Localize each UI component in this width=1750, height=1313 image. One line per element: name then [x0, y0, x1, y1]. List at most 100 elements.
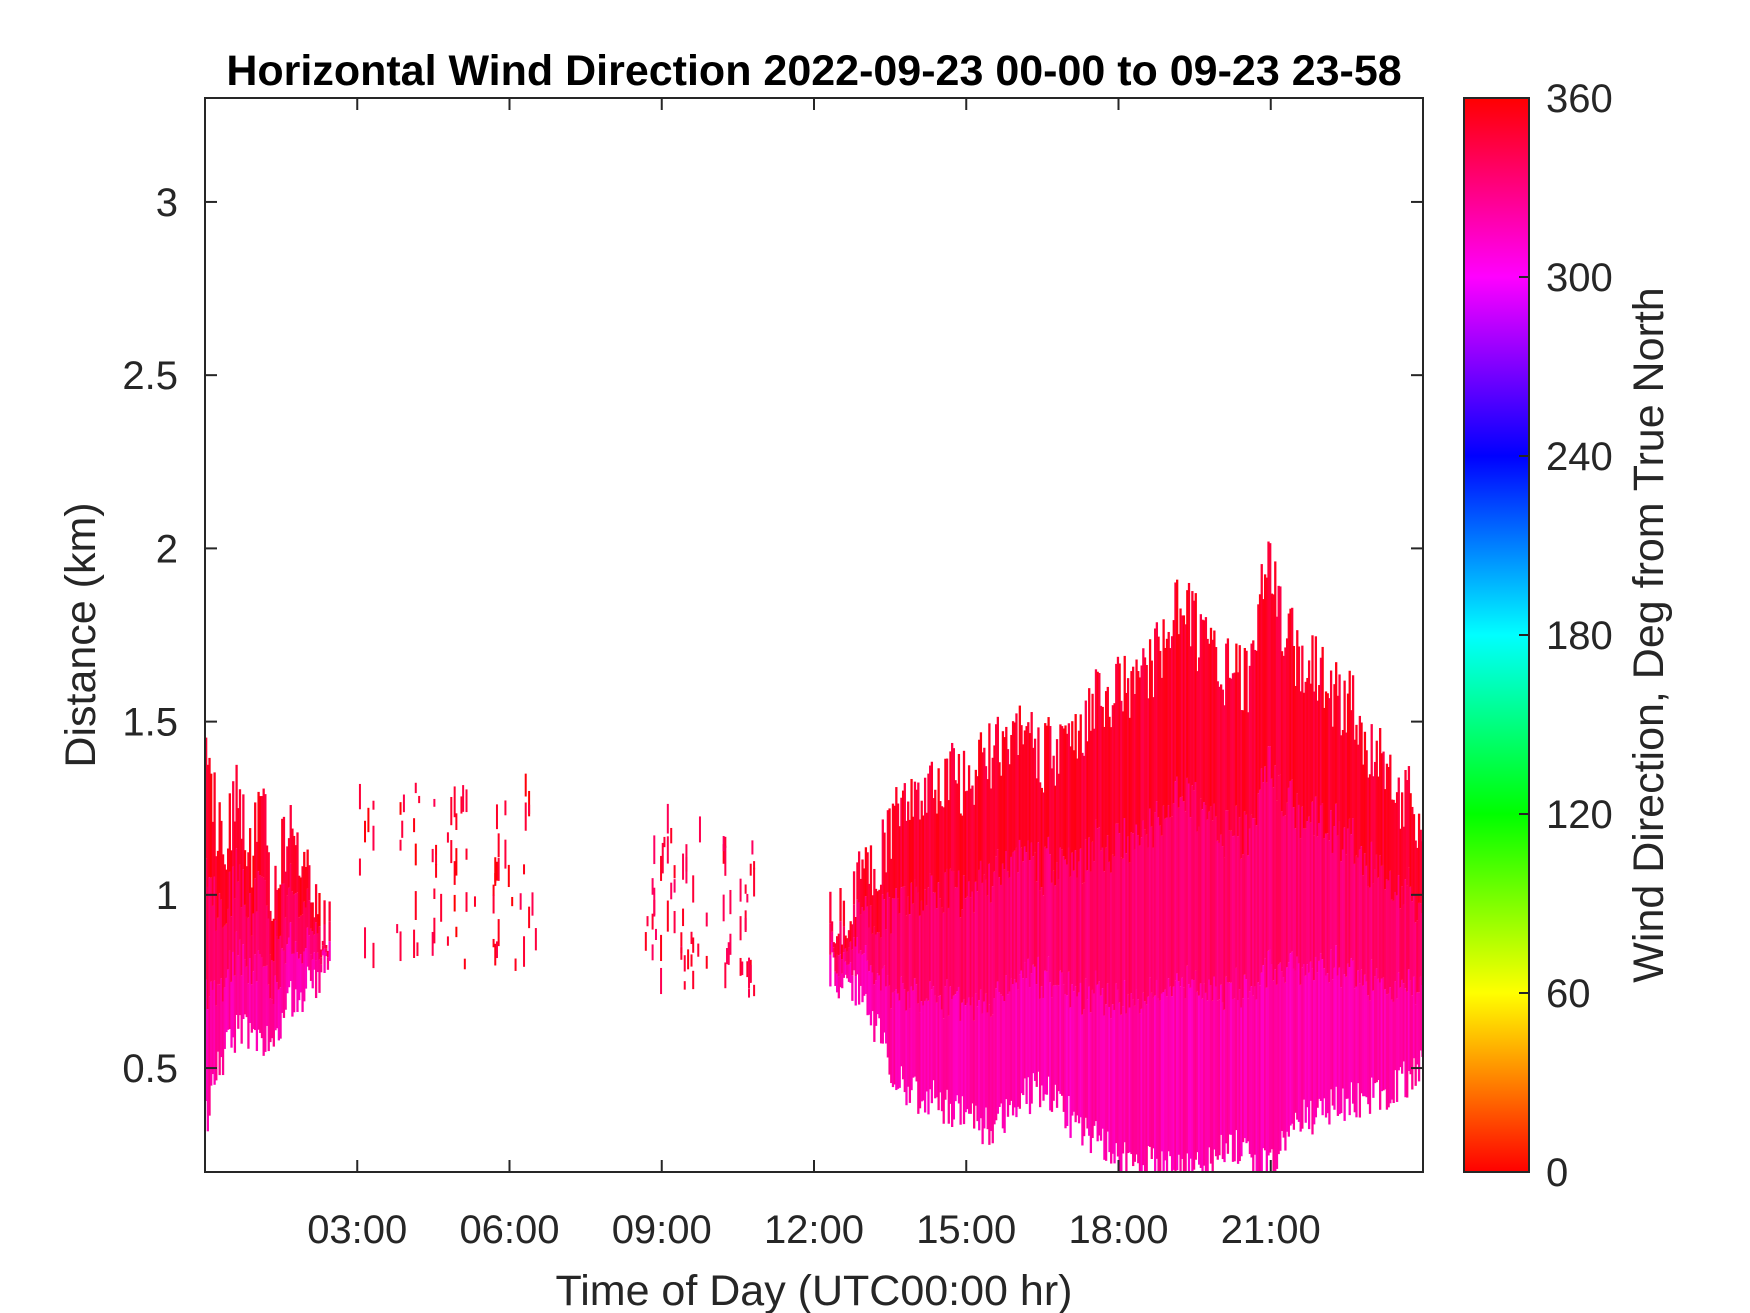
colorbar-tick-label: 360 — [1546, 77, 1613, 121]
heatmap-column — [846, 951, 849, 965]
heatmap-column — [1240, 710, 1243, 859]
heatmap-column — [313, 952, 316, 970]
heatmap-column — [1380, 753, 1383, 866]
heatmap-speck — [753, 861, 756, 870]
heatmap-column — [1319, 953, 1323, 1101]
heatmap-column — [951, 742, 954, 871]
heatmap-column — [218, 802, 221, 894]
heatmap-column — [984, 879, 988, 994]
heatmap-column — [1348, 670, 1351, 819]
heatmap-column — [1296, 956, 1299, 1120]
y-axis-label: Distance (km) — [57, 502, 105, 767]
heatmap-column — [995, 856, 998, 989]
heatmap-column — [898, 913, 901, 1001]
heatmap-column — [1155, 801, 1159, 980]
heatmap-column — [885, 872, 888, 930]
heatmap-column — [1006, 749, 1010, 872]
heatmap-column — [1150, 992, 1153, 1159]
heatmap-column — [1113, 856, 1116, 1010]
heatmap-column — [1071, 852, 1074, 985]
heatmap-column — [1355, 986, 1358, 1118]
heatmap-speck — [519, 893, 522, 910]
heatmap-column — [1006, 994, 1010, 1117]
heatmap-column — [1099, 705, 1103, 851]
heatmap-column — [1040, 887, 1043, 987]
heatmap-column — [1253, 818, 1257, 987]
heatmap-speck — [514, 958, 517, 971]
heatmap-speck — [646, 916, 649, 927]
heatmap-column — [1341, 849, 1345, 969]
heatmap-column — [1289, 608, 1292, 781]
heatmap-column — [1104, 847, 1108, 1005]
heatmap-column — [325, 952, 328, 957]
heatmap-column — [1389, 870, 1392, 988]
heatmap-column — [1236, 1000, 1240, 1164]
heatmap-column — [967, 881, 971, 998]
heatmap-column — [1240, 1007, 1243, 1157]
heatmap-column — [1035, 984, 1038, 1087]
heatmap-speck — [453, 861, 456, 885]
heatmap-speck — [753, 867, 756, 897]
heatmap-column — [1411, 806, 1414, 902]
heatmap-column — [1110, 872, 1113, 1019]
heatmap-column — [1101, 988, 1104, 1129]
heatmap-column — [857, 851, 861, 903]
heatmap-column — [1285, 802, 1289, 968]
heatmap-column — [313, 934, 316, 953]
heatmap-column — [1314, 636, 1318, 797]
heatmap-column — [873, 984, 876, 1042]
heatmap-column — [1407, 969, 1411, 1071]
heatmap-column — [211, 905, 215, 990]
heatmap-column — [1280, 811, 1284, 972]
heatmap-column — [1010, 734, 1013, 857]
heatmap-column — [1307, 660, 1311, 817]
heatmap-column — [986, 895, 989, 1013]
heatmap-column — [1120, 700, 1123, 858]
heatmap-column — [1351, 818, 1355, 961]
heatmap-column — [303, 851, 306, 902]
heatmap-column — [910, 882, 913, 987]
heatmap-column — [841, 944, 844, 960]
heatmap-speck — [399, 839, 402, 851]
heatmap-column — [856, 899, 859, 938]
heatmap-speck — [528, 804, 531, 814]
heatmap-column — [215, 930, 218, 1006]
heatmap-column — [1225, 976, 1228, 1144]
heatmap-column — [966, 1002, 969, 1110]
heatmap-column — [1172, 803, 1175, 987]
heatmap-column — [1345, 854, 1348, 977]
heatmap-column — [1323, 707, 1326, 839]
heatmap-column — [1013, 850, 1016, 980]
heatmap-column — [218, 893, 221, 985]
heatmap-speck — [748, 974, 751, 989]
heatmap-column — [1218, 999, 1221, 1156]
heatmap-column — [1394, 802, 1397, 892]
heatmap-column — [1184, 998, 1187, 1172]
heatmap-column — [1060, 972, 1064, 1096]
heatmap-column — [851, 949, 854, 976]
heatmap-column — [230, 981, 233, 1048]
heatmap-column — [1162, 992, 1165, 1172]
heatmap-column — [934, 892, 937, 996]
heatmap-speck — [401, 820, 404, 838]
heatmap-column — [1379, 855, 1382, 983]
heatmap-column — [993, 998, 996, 1125]
heatmap-column — [1086, 741, 1089, 871]
heatmap-column — [1172, 620, 1175, 804]
heatmap-column — [1106, 983, 1109, 1132]
heatmap-column — [852, 904, 856, 938]
heatmap-column — [265, 905, 269, 966]
heatmap-column — [1196, 831, 1199, 992]
heatmap-column — [949, 751, 952, 869]
heatmap-column — [1049, 982, 1052, 1111]
heatmap-column — [318, 926, 321, 960]
heatmap-column — [841, 973, 844, 989]
heatmap-column — [859, 950, 862, 986]
heatmap-column — [912, 990, 915, 1078]
heatmap-column — [1072, 750, 1076, 871]
heatmap-column — [1182, 987, 1186, 1172]
heatmap-column — [1292, 968, 1296, 1130]
heatmap-column — [1108, 1007, 1111, 1153]
heatmap-column — [847, 947, 851, 965]
heatmap-column — [984, 766, 988, 880]
